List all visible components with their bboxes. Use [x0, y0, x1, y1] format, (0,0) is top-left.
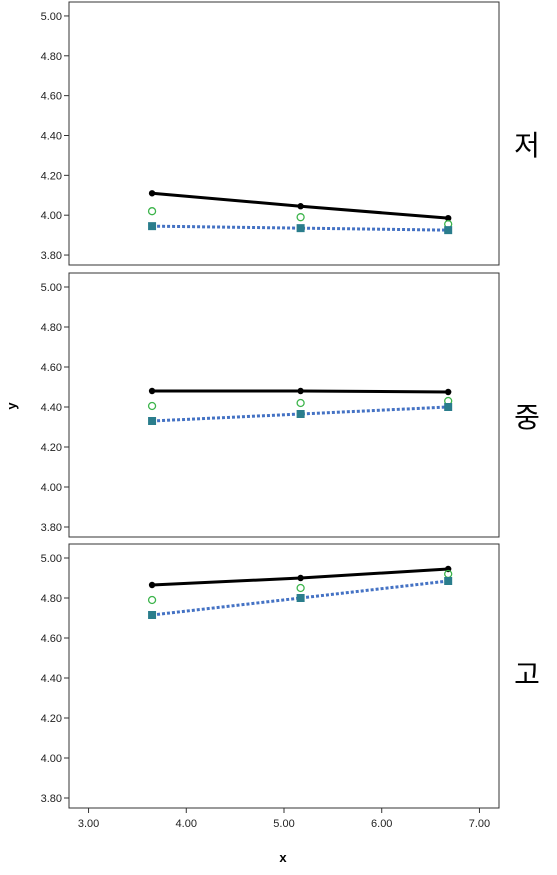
- panel-3: 3.80 4.00 4.20 4.40 4.60 4.80 5.00 고: [41, 543, 540, 809]
- y-tick-label: 3.80: [41, 250, 62, 262]
- data-point: [297, 387, 304, 395]
- panel-label: 고: [514, 658, 540, 691]
- data-point: [296, 583, 305, 593]
- panel-label: 중: [514, 401, 540, 434]
- y-tick-label: 3.80: [41, 522, 62, 534]
- x-axis: 3.00 4.00 5.00 6.00 7.00: [78, 808, 490, 830]
- data-point: [148, 611, 157, 619]
- y-tick-label: 4.00: [41, 482, 62, 494]
- series-blue-dotted-teal-square: [148, 222, 453, 235]
- panel-1: 3.80 4.00 4.20 4.40 4.60 4.80 5.00 저: [41, 1, 540, 266]
- series-solid-black-filled-circle: [148, 387, 452, 396]
- y-tick-label: 4.40: [41, 673, 62, 685]
- x-axis-title: x: [279, 850, 287, 865]
- data-point: [148, 581, 156, 589]
- y-tick-label: 5.00: [41, 553, 62, 565]
- panel-frame: [68, 543, 500, 809]
- data-point: [297, 574, 304, 582]
- data-point: [444, 403, 453, 411]
- series-green-open-circle: [147, 396, 453, 411]
- data-point: [147, 207, 157, 216]
- y-tick-label: 3.80: [41, 793, 62, 805]
- y-tick-label: 4.40: [41, 402, 62, 414]
- panels-group: 3.80 4.00 4.20 4.40 4.60 4.80 5.00 저 3.80 4.00 4.2…: [41, 1, 540, 809]
- y-tick-label: 4.60: [41, 633, 62, 645]
- y-tick-label: 4.40: [41, 130, 62, 142]
- y-tick-label: 4.20: [41, 170, 62, 182]
- x-tick-label: 3.00: [78, 818, 99, 830]
- panel-2: 3.80 4.00 4.20 4.40 4.60 4.80 5.00 중: [41, 272, 540, 538]
- series-line: [151, 405, 449, 423]
- data-point: [444, 226, 453, 235]
- y-axis-title: y: [4, 402, 19, 410]
- y-tick-label: 4.60: [41, 91, 62, 103]
- x-tick-label: 6.00: [371, 818, 392, 830]
- data-point: [148, 222, 157, 231]
- panel-frame: [68, 272, 500, 538]
- x-tick-label: 7.00: [469, 818, 490, 830]
- data-point: [148, 387, 156, 395]
- y-tick-label: 4.00: [41, 210, 62, 222]
- series-line: [152, 224, 449, 232]
- data-point: [148, 190, 156, 197]
- data-point: [444, 577, 453, 585]
- y-tick-label: 4.80: [41, 322, 62, 334]
- data-point: [296, 398, 305, 408]
- data-point: [147, 401, 157, 411]
- series-blue-dotted-teal-square: [148, 577, 453, 619]
- data-point: [297, 203, 304, 210]
- y-tick-label: 4.00: [41, 753, 62, 765]
- y-tick-label: 5.00: [41, 11, 62, 23]
- series-blue-dotted-teal-square: [148, 403, 453, 425]
- y-tick-label: 4.80: [41, 593, 62, 605]
- panel-frame: [68, 1, 500, 266]
- data-point: [444, 214, 452, 222]
- panel-label: 저: [514, 129, 540, 162]
- data-point: [444, 388, 452, 396]
- data-point: [148, 417, 157, 425]
- x-tick-label: 4.00: [176, 818, 197, 830]
- y-tick-label: 4.60: [41, 362, 62, 374]
- data-point: [296, 410, 305, 418]
- data-point: [147, 595, 157, 605]
- data-point: [296, 594, 305, 602]
- data-point: [296, 213, 305, 222]
- x-tick-label: 5.00: [273, 818, 294, 830]
- series-solid-black-filled-circle: [148, 190, 452, 222]
- data-point: [296, 224, 305, 233]
- y-tick-label: 5.00: [41, 282, 62, 294]
- y-tick-label: 4.20: [41, 713, 62, 725]
- y-tick-label: 4.20: [41, 442, 62, 454]
- y-tick-label: 4.80: [41, 51, 62, 63]
